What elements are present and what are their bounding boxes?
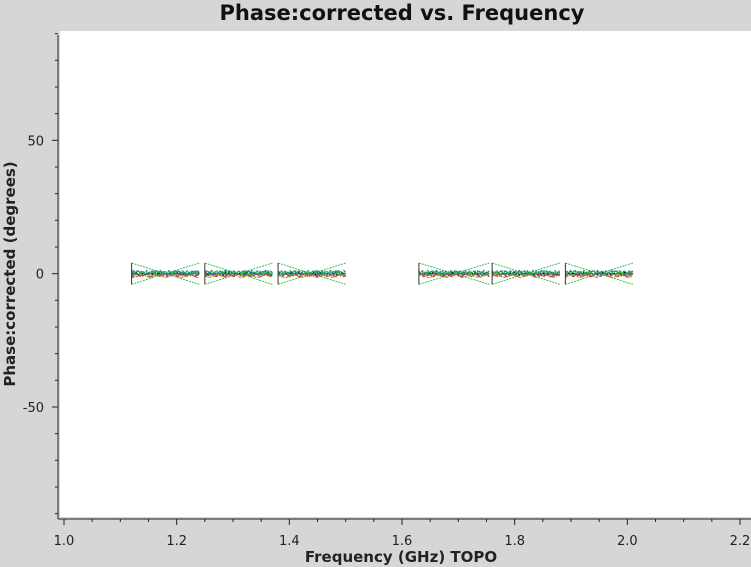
y-tick-label: 50 [27, 134, 44, 149]
series-points [418, 274, 490, 279]
series-points [565, 274, 634, 279]
x-tick-label: 1.6 [392, 534, 413, 549]
axes: 1.0 1.2 1.4 1.6 1.8 2.0 2.2 50 0 -50 [23, 33, 751, 549]
series-points [491, 272, 561, 277]
spectral-window-4 [418, 262, 490, 285]
series-points [418, 271, 490, 277]
x-tick-label: 1.2 [166, 534, 187, 549]
series-points [277, 271, 347, 276]
series-points [565, 271, 634, 276]
series-points [565, 272, 634, 277]
x-tick-label: 1.0 [54, 534, 75, 549]
spectral-window-2 [204, 262, 273, 285]
series-points [277, 270, 346, 275]
series-points [204, 271, 273, 276]
data-marks [131, 262, 634, 285]
series-points [131, 269, 200, 275]
series-points [278, 269, 347, 275]
envelope-line [418, 262, 490, 285]
series-points [418, 269, 490, 275]
y-axis-label: Phase:corrected (degrees) [1, 161, 19, 386]
series-points [277, 274, 346, 278]
x-tick-label: 1.8 [504, 534, 525, 549]
series-points [204, 270, 273, 275]
chart-title: Phase:corrected vs. Frequency [220, 1, 585, 25]
series-points [204, 272, 273, 277]
series-points [204, 273, 273, 278]
series-points [131, 271, 200, 276]
series-points [491, 271, 560, 276]
spectral-window-5 [491, 262, 561, 285]
x-axis-label: Frequency (GHz) TOPO [305, 548, 497, 566]
series-points [418, 272, 490, 277]
series-points [204, 274, 273, 279]
y-tick-label: 0 [36, 268, 44, 283]
x-tick-label: 2.2 [730, 534, 751, 549]
y-tick-label: -50 [23, 401, 44, 416]
spectral-window-1 [131, 262, 200, 285]
spectral-window-3 [277, 262, 347, 285]
x-tick-label: 2.0 [617, 534, 638, 549]
series-points [491, 274, 560, 278]
x-tick-label: 1.4 [279, 534, 300, 549]
series-points [418, 271, 490, 276]
spectral-window-6 [564, 262, 634, 285]
